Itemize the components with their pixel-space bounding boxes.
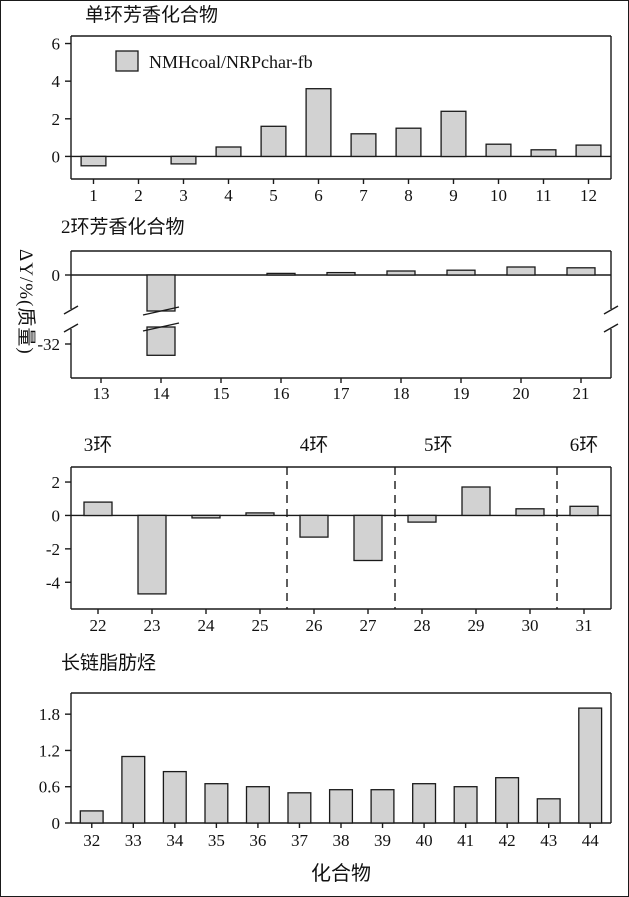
svg-text:12: 12	[580, 186, 597, 205]
svg-text:28: 28	[414, 616, 431, 635]
svg-text:36: 36	[249, 831, 266, 850]
svg-text:3: 3	[179, 186, 188, 205]
svg-text:NMHcoal/NRPchar-fb: NMHcoal/NRPchar-fb	[149, 52, 313, 72]
svg-text:4: 4	[224, 186, 233, 205]
svg-text:10: 10	[490, 186, 507, 205]
svg-text:15: 15	[213, 384, 230, 403]
svg-text:17: 17	[333, 384, 351, 403]
svg-text:7: 7	[359, 186, 368, 205]
svg-text:4环: 4环	[300, 435, 329, 456]
svg-text:24: 24	[198, 616, 216, 635]
svg-text:8: 8	[404, 186, 413, 205]
svg-text:4: 4	[52, 72, 61, 91]
svg-text:2: 2	[134, 186, 143, 205]
svg-text:43: 43	[540, 831, 557, 850]
svg-text:-4: -4	[46, 573, 61, 592]
svg-text:34: 34	[166, 831, 184, 850]
svg-text:35: 35	[208, 831, 225, 850]
svg-text:6: 6	[52, 35, 61, 54]
svg-text:26: 26	[306, 616, 323, 635]
svg-text:5环: 5环	[424, 435, 453, 456]
svg-text:0: 0	[52, 814, 61, 833]
svg-text:0: 0	[52, 147, 61, 166]
svg-text:40: 40	[416, 831, 433, 850]
svg-text:5: 5	[269, 186, 278, 205]
chart-panel-polycyclic-aromatics: 2 0 -2 -4 3环 4环 5环 6环 22 23 24 25 26 27 28 29 30 31	[46, 435, 612, 635]
x-axis-label: 化合物	[311, 863, 371, 885]
svg-text:39: 39	[374, 831, 391, 850]
svg-text:13: 13	[93, 384, 110, 403]
svg-text:1: 1	[89, 186, 98, 205]
svg-text:单环芳香化合物: 单环芳香化合物	[85, 4, 218, 26]
svg-text:20: 20	[513, 384, 530, 403]
svg-text:6环: 6环	[570, 435, 599, 456]
svg-text:42: 42	[499, 831, 516, 850]
svg-text:1.8: 1.8	[39, 705, 60, 724]
svg-text:16: 16	[273, 384, 290, 403]
svg-text:31: 31	[576, 616, 593, 635]
svg-text:29: 29	[468, 616, 485, 635]
svg-text:19: 19	[453, 384, 470, 403]
y-axis-label: ΔY/%(质量)	[15, 249, 36, 355]
svg-text:33: 33	[125, 831, 142, 850]
svg-text:22: 22	[90, 616, 107, 635]
svg-text:41: 41	[457, 831, 474, 850]
chart-panel-aliphatic-hydrocarbons: 长链脂肪烃 0 0.6 1.2 1.8 32 33 34 35 36 37 38 39 40 41 42 43 4…	[39, 652, 612, 850]
svg-text:37: 37	[291, 831, 309, 850]
svg-text:0: 0	[52, 506, 61, 525]
svg-text:2环芳香化合物: 2环芳香化合物	[61, 216, 185, 238]
svg-text:23: 23	[144, 616, 161, 635]
svg-text:30: 30	[522, 616, 539, 635]
svg-text:25: 25	[252, 616, 269, 635]
svg-text:44: 44	[582, 831, 600, 850]
svg-text:-32: -32	[37, 335, 60, 354]
svg-text:11: 11	[535, 186, 551, 205]
svg-text:-2: -2	[46, 540, 60, 559]
svg-text:27: 27	[360, 616, 378, 635]
svg-text:9: 9	[449, 186, 458, 205]
svg-text:14: 14	[153, 384, 171, 403]
svg-text:6: 6	[314, 186, 323, 205]
svg-text:长链脂肪烃: 长链脂肪烃	[61, 652, 156, 674]
svg-text:2: 2	[52, 110, 61, 129]
svg-text:18: 18	[393, 384, 410, 403]
svg-text:3环: 3环	[84, 435, 113, 456]
svg-text:21: 21	[573, 384, 590, 403]
svg-text:0.6: 0.6	[39, 778, 60, 797]
svg-text:38: 38	[333, 831, 350, 850]
chart-panel-bicyclic-aromatics: 2环芳香化合物 0 -32 13 14 15 16 17 18 19 20 21	[37, 216, 619, 403]
svg-text:0: 0	[52, 266, 61, 285]
svg-text:2: 2	[52, 473, 61, 492]
svg-text:32: 32	[83, 831, 100, 850]
svg-text:1.2: 1.2	[39, 741, 60, 760]
